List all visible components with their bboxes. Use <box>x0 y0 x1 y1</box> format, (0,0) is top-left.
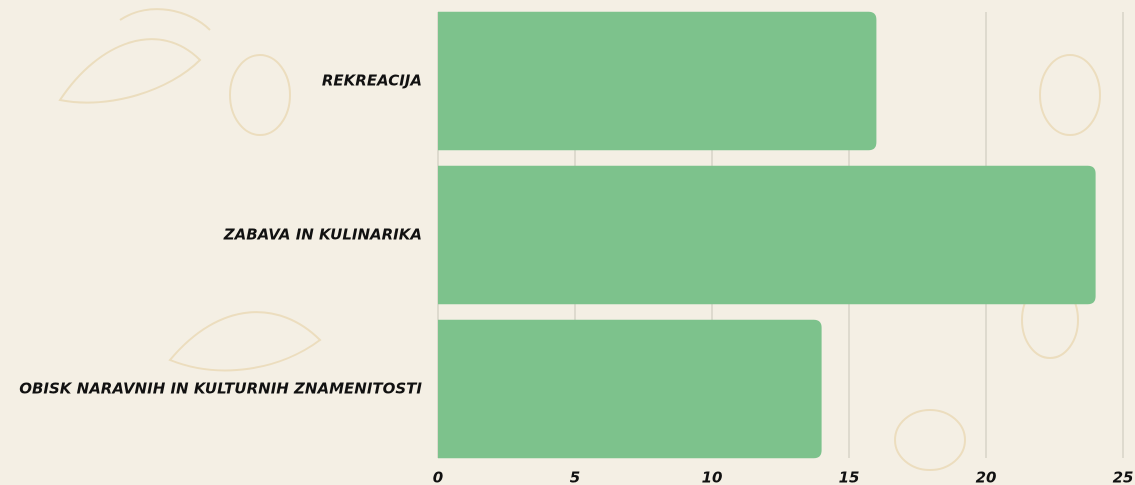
bar <box>438 320 822 459</box>
bar <box>438 166 1096 305</box>
x-tick-label: 0 <box>433 469 443 485</box>
y-tick-label: REKREACIJA <box>322 72 422 90</box>
y-tick-label: OBISK NARAVNIH IN KULTURNIH ZNAMENITOSTI <box>19 380 422 398</box>
y-tick-label: ZABAVA IN KULINARIKA <box>223 226 422 244</box>
x-tick-label: 20 <box>976 469 997 485</box>
chart: 0 5 10 15 20 25 REKREACIJA ZABAVA IN KULINARIKA… <box>0 0 1135 485</box>
x-tick-label: 15 <box>839 469 860 485</box>
x-tick-label: 5 <box>570 469 580 485</box>
bar <box>438 12 876 151</box>
x-tick-label: 10 <box>702 469 723 485</box>
x-tick-label: 25 <box>1113 469 1134 485</box>
